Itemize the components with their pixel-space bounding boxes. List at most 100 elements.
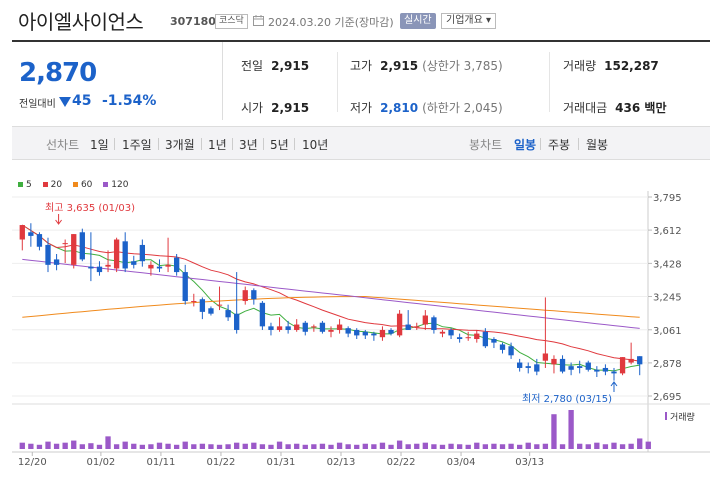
volume-bar: [19, 442, 25, 449]
realtime-button[interactable]: 실시간: [400, 13, 436, 29]
candle-body: [191, 301, 197, 303]
volume-bar: [216, 444, 223, 449]
x-tick-label: 01/11: [147, 457, 176, 468]
volume-bar: [182, 441, 188, 449]
x-tick-label: 12/20: [18, 457, 47, 468]
legend-swatch: [103, 182, 109, 187]
volume-label: 거래량: [670, 411, 695, 423]
divider: [294, 138, 295, 150]
y-tick-label: 3,245: [653, 293, 682, 304]
candle-body: [577, 366, 583, 368]
company-overview-button[interactable]: 기업개요 ▾: [441, 13, 496, 29]
candle-body: [131, 261, 137, 265]
volume-bar: [225, 444, 231, 449]
candle-body: [96, 266, 103, 273]
volume-bar: [311, 444, 317, 449]
period-3y[interactable]: 3년: [239, 138, 258, 152]
candle-daily[interactable]: 일봉: [514, 138, 537, 152]
volume-bar: [28, 443, 34, 449]
volume-bar: [422, 442, 428, 449]
candle-body: [499, 344, 506, 350]
period-toolbar: 선차트 1일 1주일 3개월 1년 3년 5년 10년 봉차트 일봉 주봉 월봉: [12, 126, 710, 160]
period-1d[interactable]: 1일: [90, 138, 109, 152]
volume-bar: [148, 444, 154, 449]
candle-body: [148, 264, 154, 269]
candle-body: [594, 369, 600, 372]
candle-body: [354, 329, 360, 336]
candle-body: [482, 331, 489, 347]
volume-bar: [645, 441, 651, 449]
period-3m[interactable]: 3개월: [165, 138, 195, 152]
volume-bar: [96, 444, 103, 449]
volume-bar: [482, 444, 489, 449]
period-1y[interactable]: 1년: [208, 138, 227, 152]
low-arrow: [610, 381, 618, 392]
legend-swatch: [18, 182, 23, 187]
candle-body: [285, 326, 291, 330]
volume-bar: [208, 444, 214, 449]
candle-body: [568, 366, 574, 370]
legend-ma20: 20: [42, 180, 62, 190]
legend-ma5: 5: [18, 180, 32, 190]
candle-body: [156, 266, 163, 269]
volume-bar: [173, 444, 180, 449]
ma60-line: [22, 296, 640, 318]
candle-body: [105, 264, 111, 267]
volume-bar: [131, 443, 137, 449]
period-10y[interactable]: 10년: [302, 138, 329, 152]
ma-legend: 5 20 60 120: [18, 180, 136, 190]
x-tick-label: 01/22: [207, 457, 236, 468]
volume-bar: [234, 442, 240, 449]
divider: [114, 138, 115, 150]
y-tick-label: 3,795: [653, 193, 682, 204]
candle-body: [379, 329, 386, 338]
candle-body: [216, 304, 223, 306]
volume-bar: [516, 444, 523, 449]
volume-bar: [577, 443, 583, 449]
candle-body: [405, 324, 411, 330]
candle-body: [302, 322, 308, 332]
stat-volume: 거래량 152,287: [563, 59, 659, 73]
candle-body: [542, 353, 549, 361]
stock-name: 아이엘사이언스: [18, 10, 144, 34]
volume-bar: [285, 444, 291, 449]
volume-bar: [611, 442, 617, 449]
legend-ma60: 60: [72, 180, 92, 190]
candle-body: [559, 358, 566, 372]
line-chart-label: 선차트: [46, 138, 80, 152]
volume-bar: [362, 443, 368, 449]
volume-bar: [568, 410, 574, 449]
candle-body: [113, 239, 120, 269]
high-annotation: 최고 3,635 (01/03): [45, 202, 135, 214]
candle-body: [396, 313, 403, 336]
divider: [337, 52, 338, 112]
volume-bar: [602, 444, 609, 449]
candle-body: [508, 346, 514, 356]
volume-bar: [594, 442, 600, 449]
volume-bar: [474, 442, 480, 449]
candle-body: [28, 232, 34, 236]
candle-body: [491, 339, 497, 343]
candle-body: [345, 328, 351, 334]
volume-bar: [405, 444, 411, 449]
candle-monthly[interactable]: 월봉: [586, 138, 609, 152]
base-date: 2024.03.20 기준(장마감): [268, 16, 394, 29]
volume-bar: [294, 443, 300, 449]
period-1w[interactable]: 1주일: [122, 138, 152, 152]
volume-bar: [559, 444, 566, 449]
candle-body: [79, 232, 85, 260]
candle-body: [516, 362, 523, 368]
candle-body: [336, 324, 343, 330]
volume-bar: [585, 444, 591, 449]
volume-bar: [113, 444, 120, 449]
period-5y[interactable]: 5년: [270, 138, 289, 152]
divider: [540, 138, 541, 150]
volume-bar: [354, 444, 360, 449]
divider: [232, 138, 233, 150]
candle-weekly[interactable]: 주봉: [548, 138, 571, 152]
current-price: 2,870: [19, 58, 97, 88]
legend-ma120: 120: [103, 180, 128, 190]
candle-body: [208, 308, 214, 314]
volume-bar: [79, 444, 85, 449]
